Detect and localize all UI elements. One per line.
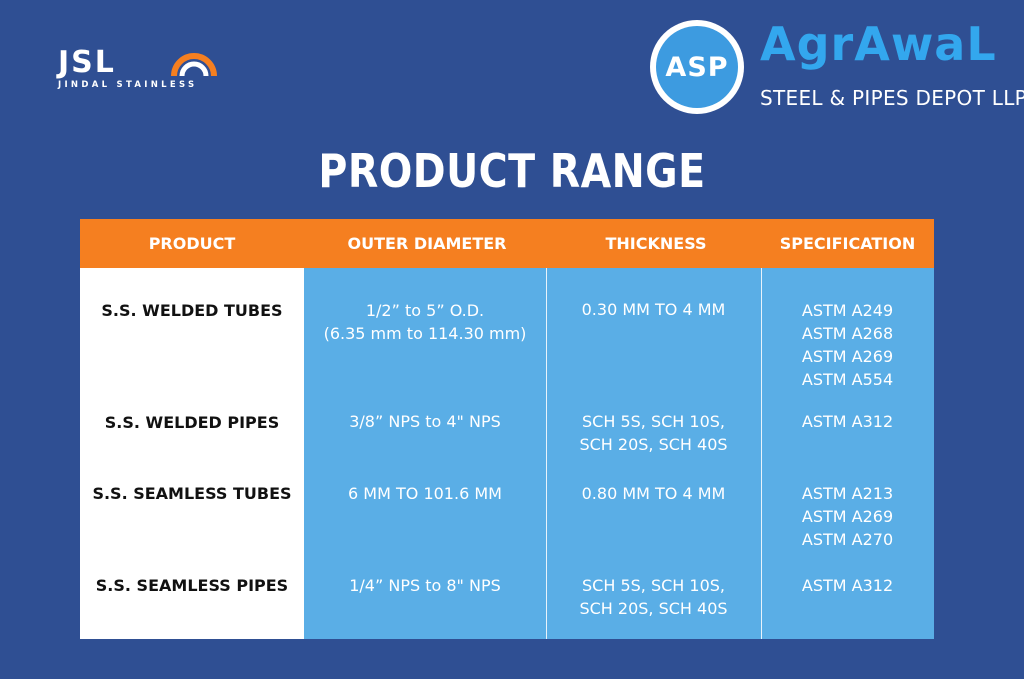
product-column bbox=[80, 268, 304, 639]
row3-product: S.S. SEAMLESS TUBES bbox=[92, 484, 292, 503]
row2-specification: ASTM A312 bbox=[801, 412, 894, 431]
row1-product: S.S. WELDED TUBES bbox=[101, 301, 283, 320]
details-columns bbox=[304, 268, 934, 639]
row4-product: S.S. SEAMLESS PIPES bbox=[95, 576, 289, 595]
column-divider bbox=[546, 268, 547, 639]
jsl-logo-subtitle: JINDAL STAINLESS bbox=[58, 80, 198, 90]
row2-thickness: SCH 5S, SCH 10S, SCH 20S, SCH 40S bbox=[579, 412, 728, 454]
row4-diameter: 1/4” NPS to 8" NPS bbox=[349, 576, 501, 595]
jindal-stainless-logo: JSL JINDAL STAINLESS bbox=[58, 44, 228, 94]
table-header: PRODUCT OUTER DIAMETER THICKNESS SPECIFI… bbox=[80, 219, 934, 268]
header-outer-diameter: OUTER DIAMETER bbox=[347, 234, 507, 253]
row2-diameter: 3/8” NPS to 4" NPS bbox=[349, 412, 501, 431]
header-product: PRODUCT bbox=[148, 234, 236, 253]
column-divider bbox=[761, 268, 762, 639]
row1-thickness: 0.30 MM TO 4 MM bbox=[581, 300, 726, 319]
asp-subtitle: STEEL & PIPES DEPOT LLP bbox=[760, 86, 1024, 110]
agrawal-brand-name: AgrAwaL bbox=[760, 17, 997, 71]
product-range-table: PRODUCT OUTER DIAMETER THICKNESS SPECIFI… bbox=[80, 219, 934, 639]
header-specification: SPECIFICATION bbox=[779, 234, 916, 253]
page-title: PRODUCT RANGE bbox=[318, 144, 706, 198]
row1-specification: ASTM A249 ASTM A268 ASTM A269 ASTM A554 bbox=[801, 301, 894, 389]
row1-diameter: 1/2” to 5” O.D. (6.35 mm to 114.30 mm) bbox=[323, 301, 527, 343]
asp-badge-logo: ASP bbox=[650, 20, 744, 114]
row3-thickness: 0.80 MM TO 4 MM bbox=[581, 484, 726, 503]
jsl-arc-icon bbox=[171, 53, 217, 77]
row3-specification: ASTM A213 ASTM A269 ASTM A270 bbox=[801, 484, 894, 549]
asp-badge-text: ASP bbox=[665, 51, 729, 83]
row2-product: S.S. WELDED PIPES bbox=[104, 413, 280, 432]
row4-thickness: SCH 5S, SCH 10S, SCH 20S, SCH 40S bbox=[579, 576, 728, 618]
row3-diameter: 6 MM TO 101.6 MM bbox=[348, 484, 502, 503]
jsl-logo-word: JSL bbox=[58, 45, 116, 80]
row4-specification: ASTM A312 bbox=[801, 576, 894, 595]
header-thickness: THICKNESS bbox=[605, 234, 707, 253]
